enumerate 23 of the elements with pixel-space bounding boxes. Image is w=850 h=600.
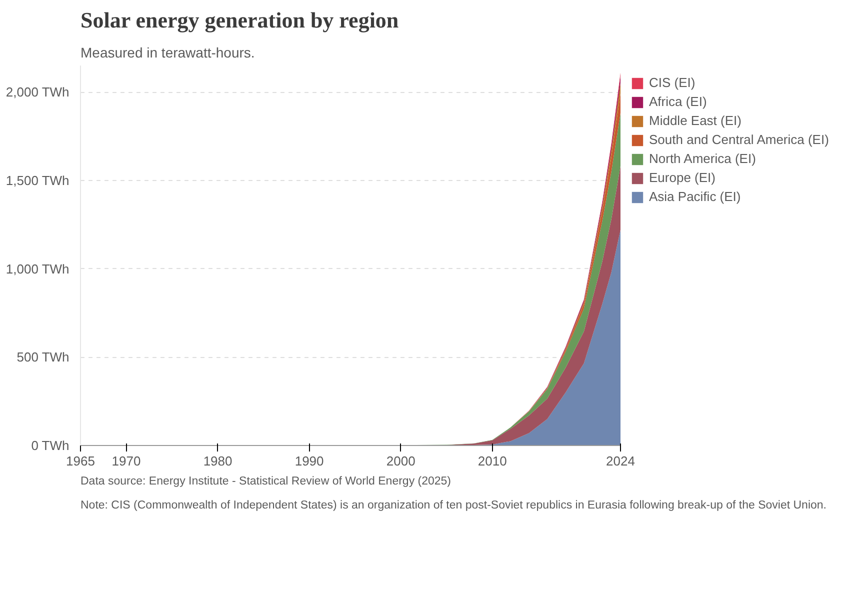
x-tick-label: 2000	[386, 454, 416, 468]
y-tick-label: 2,000 TWh	[6, 84, 70, 100]
x-tick-label: 1990	[294, 454, 324, 468]
x-tick-label: 2024	[606, 454, 635, 468]
source-note: Data source: Energy Institute - Statistical Review of World Energy (2025)	[80, 476, 452, 488]
y-tick-label: 500 TWh	[16, 350, 70, 365]
x-tick-label: 1980	[203, 454, 232, 468]
chart-subtitle: Measured in terawatt-hours.	[80, 44, 255, 60]
y-tick-label: 1,500 TWh	[6, 172, 70, 188]
legend-label: CIS (EI)	[649, 75, 696, 90]
legend-label: North America (EI)	[649, 151, 756, 166]
chart-title: Solar energy generation by region	[80, 8, 399, 32]
legend-label: Africa (EI)	[649, 94, 707, 109]
legend-label: South and Central America (EI)	[649, 132, 829, 147]
legend-label: Middle East (EI)	[649, 113, 742, 128]
legend-label: Europe (EI)	[649, 170, 716, 185]
y-tick-label: 1,000 TWh	[6, 261, 70, 276]
x-tick-label: 1965	[66, 454, 95, 468]
x-tick-label: 2010	[478, 454, 507, 468]
x-tick-label: 1970	[112, 454, 141, 468]
legend-label: Asia Pacific (EI)	[649, 189, 741, 204]
y-tick-label: 0 TWh	[31, 438, 70, 453]
text: Note: CIS (Commonwealth of Independent States) is an organization of ten post-Soviet republics in Eurasia following break-up of the Soviet Union.	[80, 500, 826, 512]
